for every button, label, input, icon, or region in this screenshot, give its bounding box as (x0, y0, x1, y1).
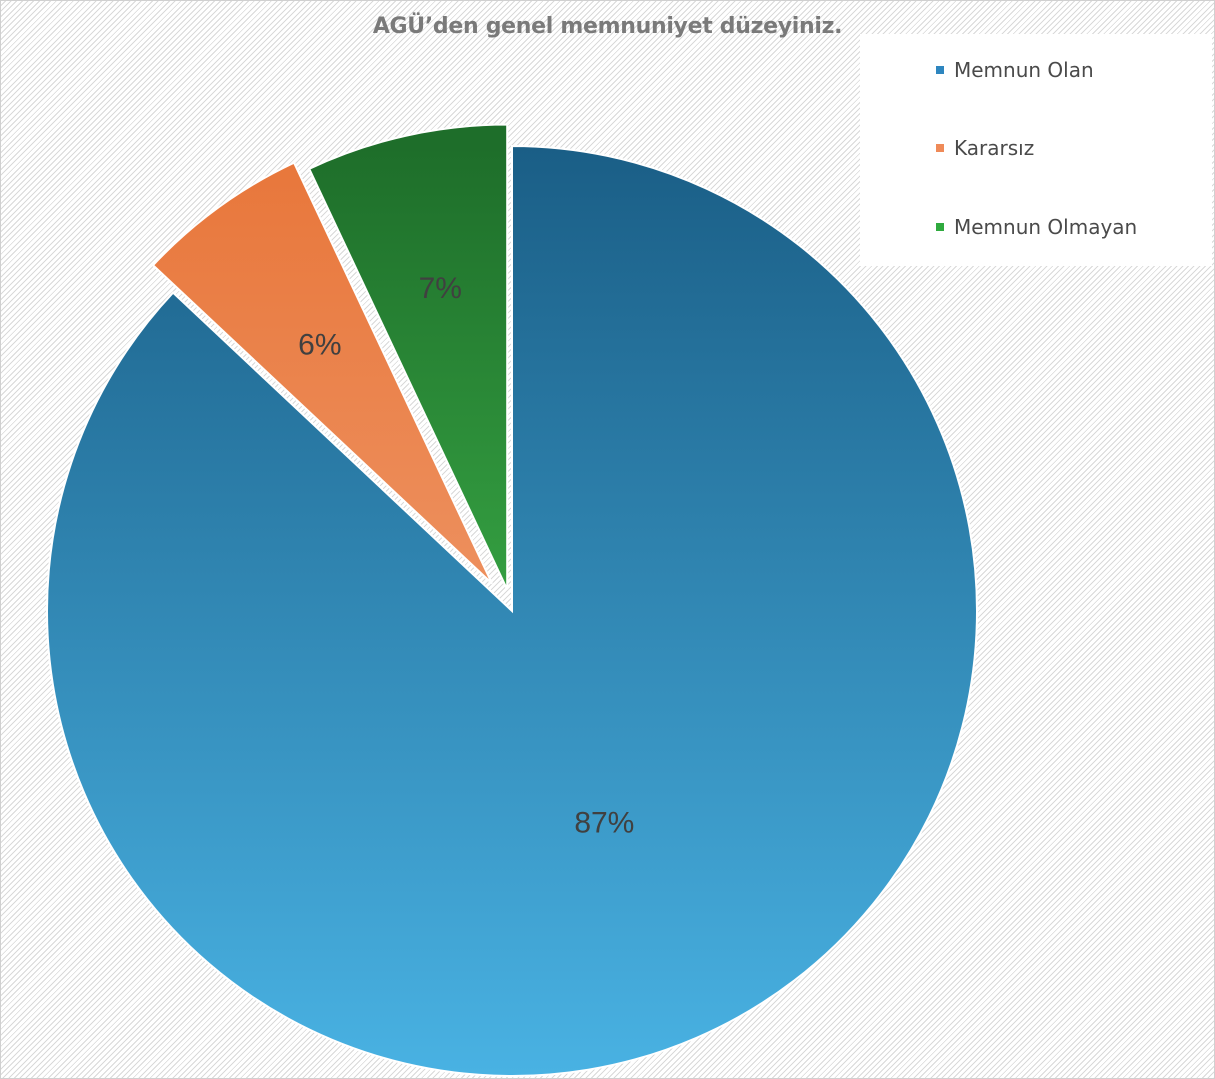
legend-label-memnun-olmayan: Memnun Olmayan (954, 215, 1138, 239)
pie-slice-karars-z[interactable] (151, 161, 493, 585)
pie-slices (46, 123, 978, 1077)
legend: Memnun Olan Kararsız Memnun Olmayan (860, 34, 1212, 266)
pie-labels: 87% 6% 7% (298, 272, 634, 839)
legend-item-memnun-olan[interactable]: Memnun Olan (936, 58, 1094, 82)
legend-swatch-memnun-olan (936, 66, 944, 74)
pie-slice-memnun-olmayan[interactable] (307, 123, 509, 590)
legend-swatch-kararsiz (936, 144, 944, 152)
chart-title: AGÜ’den genel memnuniyet düzeyiniz. (372, 14, 843, 39)
legend-label-kararsiz: Kararsız (954, 136, 1035, 160)
legend-item-kararsiz[interactable]: Kararsız (936, 136, 1034, 160)
data-label-karars-z: 6% (298, 328, 341, 361)
data-label-memnun-olan: 87% (574, 806, 634, 839)
legend-label-memnun-olan: Memnun Olan (954, 58, 1094, 82)
pie-slice-memnun-olan[interactable] (46, 144, 978, 1077)
legend-swatch-memnun-olmayan (936, 223, 944, 231)
legend-item-memnun-olmayan[interactable]: Memnun Olmayan (936, 215, 1137, 239)
data-label-memnun-olmayan: 7% (419, 272, 462, 305)
